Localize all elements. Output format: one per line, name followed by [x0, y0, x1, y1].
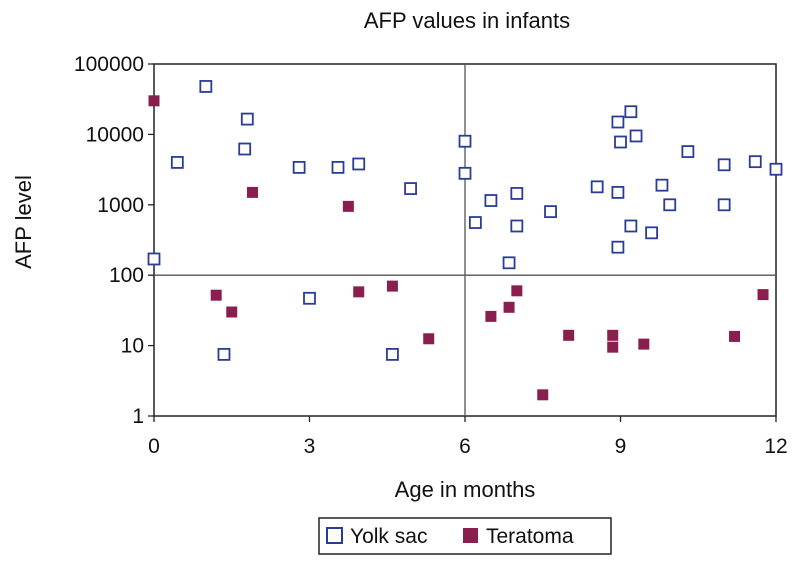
- data-point-yolk-sac: [611, 115, 625, 129]
- data-point-yolk-sac: [199, 80, 213, 93]
- data-point-teratoma: [353, 286, 365, 298]
- y-tick-label: 1: [132, 405, 144, 428]
- data-point-yolk-sac: [404, 182, 417, 195]
- data-point-teratoma: [148, 95, 160, 107]
- data-point-yolk-sac: [510, 219, 524, 233]
- data-point-yolk-sac: [611, 186, 625, 199]
- data-point-yolk-sac: [611, 240, 625, 254]
- data-point-yolk-sac: [624, 105, 638, 119]
- data-point-yolk-sac: [303, 291, 316, 305]
- plot-area: 1 10 100 1000 10000 100000 0 3 6 9 12: [74, 53, 788, 458]
- y-tick-label: 100000: [74, 53, 144, 76]
- data-point-teratoma: [342, 200, 354, 212]
- data-point-yolk-sac: [386, 347, 399, 361]
- data-point-teratoma: [386, 280, 398, 292]
- data-point-yolk-sac: [468, 216, 482, 229]
- data-point-yolk-sac: [292, 160, 306, 174]
- y-axis-label: AFP level: [11, 175, 36, 269]
- data-point-yolk-sac: [629, 129, 643, 143]
- data-point-yolk-sac: [544, 205, 557, 219]
- data-point-teratoma: [246, 186, 258, 198]
- data-point-yolk-sac: [238, 142, 252, 156]
- data-point-yolk-sac: [663, 198, 677, 212]
- data-point-teratoma: [757, 289, 769, 301]
- data-point-yolk-sac: [352, 157, 366, 171]
- x-axis-label: Age in months: [395, 477, 536, 502]
- y-tick-label: 10: [121, 335, 144, 358]
- data-point-teratoma: [485, 310, 497, 322]
- data-point-yolk-sac: [510, 187, 524, 200]
- data-point-yolk-sac: [645, 226, 658, 240]
- x-tick-label: 9: [615, 435, 627, 458]
- data-point-teratoma: [423, 333, 435, 345]
- y-tick-label: 1000: [97, 194, 144, 217]
- x-tick-label: 0: [148, 435, 160, 458]
- data-point-yolk-sac: [170, 156, 184, 169]
- y-tick-label: 10000: [86, 123, 144, 146]
- data-point-teratoma: [226, 306, 238, 318]
- data-point-yolk-sac: [147, 252, 161, 266]
- data-point-yolk-sac: [681, 145, 695, 158]
- data-point-yolk-sac: [655, 178, 669, 192]
- data-point-teratoma: [210, 289, 222, 301]
- legend-marker-teratoma: [463, 528, 478, 543]
- x-tick-label: 3: [304, 435, 316, 458]
- data-point-teratoma: [607, 341, 619, 353]
- data-point-yolk-sac: [769, 162, 783, 176]
- chart-title: AFP values in infants: [364, 8, 570, 33]
- legend: Yolk sac Teratoma: [318, 517, 612, 555]
- y-tick-label: 100: [109, 264, 144, 287]
- data-point-yolk-sac: [240, 112, 254, 126]
- data-point-teratoma: [607, 329, 619, 341]
- data-point-teratoma: [511, 285, 523, 297]
- data-point-yolk-sac: [717, 198, 731, 212]
- data-point-yolk-sac: [748, 155, 762, 169]
- data-point-yolk-sac: [717, 158, 731, 172]
- data-point-yolk-sac: [484, 194, 498, 207]
- x-tick-label: 12: [764, 435, 787, 458]
- legend-label-yolk-sac: Yolk sac: [350, 525, 427, 548]
- data-point-yolk-sac: [502, 256, 516, 270]
- data-point-teratoma: [537, 389, 549, 401]
- data-point-yolk-sac: [624, 219, 638, 233]
- data-point-yolk-sac: [590, 180, 604, 194]
- data-point-yolk-sac: [331, 160, 345, 174]
- data-point-yolk-sac: [217, 347, 231, 361]
- data-point-yolk-sac: [614, 135, 627, 149]
- data-point-teratoma: [503, 301, 515, 313]
- x-tick-label: 6: [459, 435, 471, 458]
- data-point-teratoma: [563, 329, 575, 341]
- data-point-yolk-sac: [458, 166, 472, 180]
- legend-label-teratoma: Teratoma: [486, 525, 574, 548]
- data-point-yolk-sac: [458, 134, 472, 148]
- data-point-teratoma: [638, 338, 650, 350]
- data-point-teratoma: [729, 330, 741, 342]
- legend-marker-yolk-sac: [326, 527, 343, 544]
